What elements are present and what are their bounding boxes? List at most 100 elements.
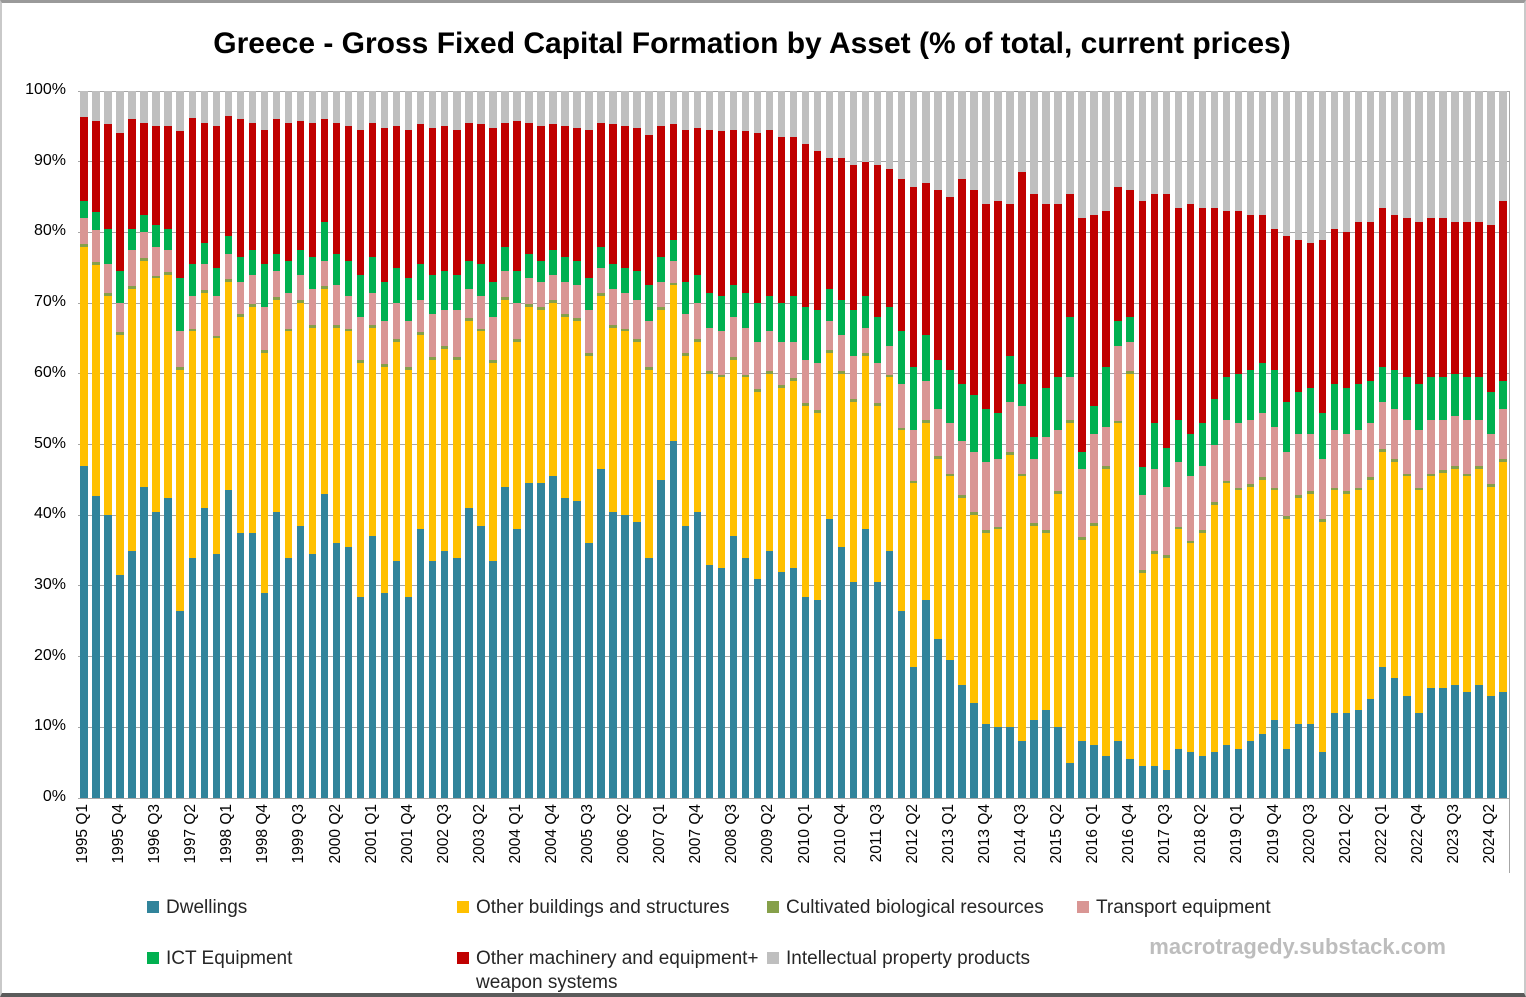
bar-segment	[188, 264, 196, 297]
bar-segment	[1234, 423, 1243, 488]
bar-segment	[1222, 483, 1231, 745]
bar-segment	[489, 317, 497, 361]
bar-segment	[922, 600, 930, 798]
x-tick-label: 1997 Q2	[182, 804, 200, 864]
bar-segment	[765, 331, 774, 371]
bar-segment	[80, 91, 88, 118]
bar-segment	[1114, 420, 1122, 424]
bar-segment	[188, 331, 196, 558]
bar-2015 Q2	[1054, 91, 1062, 798]
bar-segment	[1222, 91, 1231, 212]
bar-segment	[1246, 741, 1255, 798]
bar-segment	[296, 300, 305, 304]
bar-segment	[404, 129, 413, 279]
bar-1995 Q1	[80, 91, 88, 798]
ict-equipment-swatch-icon	[147, 952, 159, 964]
bar-2017 Q4	[1174, 91, 1183, 798]
bar-2000 Q4	[356, 91, 365, 798]
bar-segment	[801, 405, 810, 597]
bar-segment	[1186, 540, 1195, 544]
bar-segment	[1342, 91, 1351, 233]
bar-segment	[152, 511, 160, 798]
bar-segment	[477, 264, 485, 297]
bar-segment	[489, 127, 497, 282]
bar-segment	[332, 543, 341, 798]
bar-segment	[1270, 720, 1279, 798]
bar-segment	[1066, 762, 1074, 798]
bar-segment	[897, 179, 906, 332]
bar-segment	[1174, 526, 1183, 530]
bar-segment	[669, 260, 677, 283]
bar-segment	[922, 334, 930, 381]
bar-segment	[116, 133, 124, 272]
bar-segment	[477, 124, 485, 265]
bar-segment	[1246, 214, 1255, 371]
bar-segment	[1487, 695, 1495, 798]
bar-segment	[513, 120, 521, 272]
bar-segment	[885, 345, 894, 375]
bar-2020 Q1	[1282, 91, 1291, 798]
bar-segment	[525, 278, 533, 304]
bar-segment	[946, 91, 954, 198]
bar-segment	[1258, 477, 1267, 480]
bar-segment	[1379, 448, 1387, 452]
bar-segment	[753, 133, 762, 304]
bar-segment	[1439, 91, 1447, 219]
x-tick-label: 2013 Q4	[975, 804, 993, 864]
bar-segment	[332, 91, 341, 123]
bar-segment	[296, 525, 305, 798]
bar-segment	[825, 289, 834, 321]
bar-segment	[681, 356, 689, 526]
bar-segment	[501, 299, 509, 487]
bar-segment	[525, 306, 533, 484]
bar-segment	[825, 349, 834, 353]
bar-segment	[416, 124, 425, 265]
bar-segment	[1415, 487, 1423, 491]
legend-label: Cultivated biological resources	[786, 897, 1044, 918]
bar-segment	[549, 91, 557, 125]
bar-segment	[1186, 543, 1195, 753]
bar-segment	[1078, 537, 1086, 540]
bar-segment	[825, 518, 834, 798]
bar-segment	[982, 409, 990, 463]
bar-segment	[416, 529, 425, 798]
bar-2003 Q1	[465, 91, 473, 798]
bar-segment	[910, 366, 918, 431]
bar-segment	[1198, 530, 1207, 533]
x-tick-label: 2019 Q1	[1228, 804, 1246, 864]
bar-segment	[1451, 91, 1459, 222]
bar-2011 Q4	[885, 91, 894, 798]
bar-segment	[344, 547, 353, 798]
bar-segment	[489, 281, 497, 318]
bar-segment	[1138, 91, 1146, 201]
bar-segment	[609, 264, 617, 289]
bar-2009 Q3	[777, 91, 786, 798]
bar-segment	[116, 575, 124, 798]
bar-2018 Q2	[1198, 91, 1207, 798]
bar-segment	[561, 126, 569, 258]
legend-item-other-machinery: Other machinery and equipment+ weapon sy…	[457, 947, 767, 993]
bar-2019 Q4	[1270, 91, 1279, 798]
bar-segment	[789, 137, 798, 297]
y-tick-label-10: 10%	[33, 717, 66, 735]
bar-segment	[1463, 473, 1471, 477]
bar-segment	[104, 296, 112, 516]
bar-segment	[645, 367, 653, 371]
bar-segment	[1066, 420, 1074, 424]
bar-segment	[1018, 405, 1026, 474]
bar-segment	[837, 371, 846, 374]
bar-2006 Q4	[645, 91, 653, 798]
bar-segment	[970, 702, 978, 798]
bar-segment	[825, 352, 834, 519]
bar-segment	[224, 253, 233, 280]
bar-segment	[212, 335, 220, 339]
bar-segment	[633, 91, 641, 128]
bar-segment	[609, 511, 617, 798]
bar-segment	[873, 402, 882, 406]
bar-segment	[549, 303, 557, 477]
bar-segment	[1174, 91, 1183, 208]
bar-segment	[236, 119, 245, 258]
bar-segment	[477, 296, 485, 329]
bar-segment	[80, 218, 88, 244]
bar-segment	[825, 320, 834, 350]
